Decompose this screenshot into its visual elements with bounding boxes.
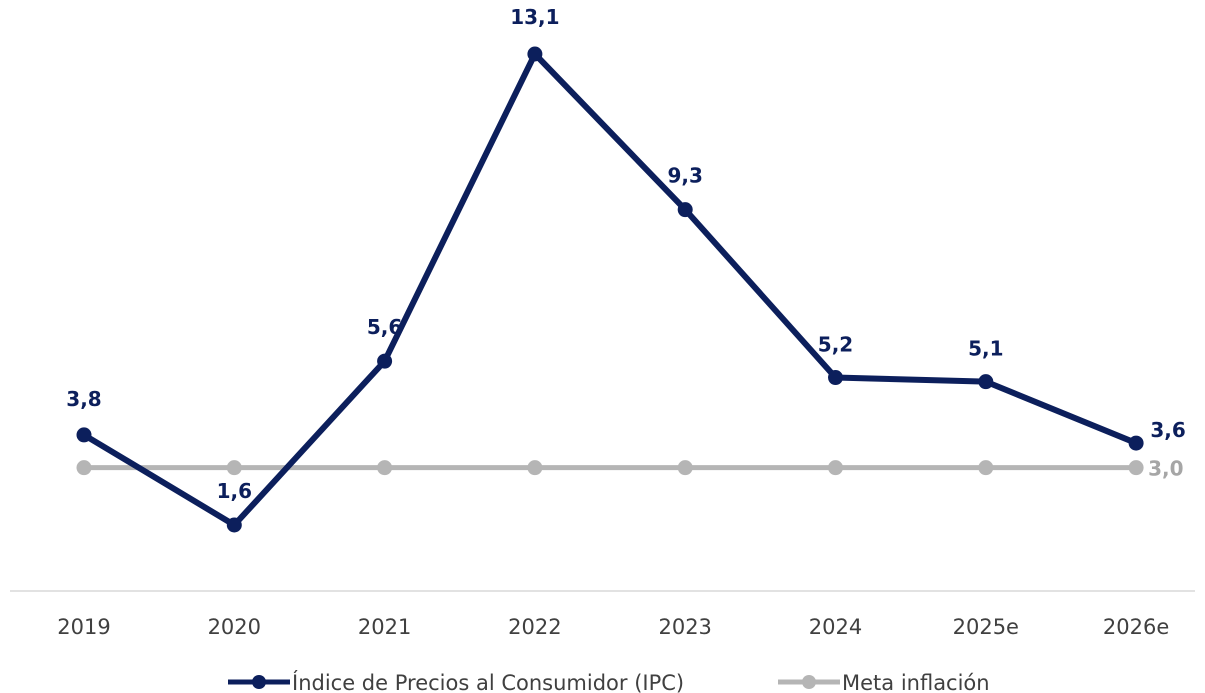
x-tick-label: 2024 <box>809 615 862 639</box>
ipc-data-label: 5,2 <box>818 333 853 357</box>
meta-point <box>226 460 242 476</box>
x-tick-label: 2025e <box>953 615 1019 639</box>
ipc-point <box>76 427 92 443</box>
series-layer <box>76 46 1144 533</box>
meta-point <box>978 460 994 476</box>
ipc-point <box>1128 435 1144 451</box>
ipc-data-label: 3,8 <box>66 387 101 411</box>
ipc-series-line <box>81 51 1140 528</box>
ipc-point <box>978 374 994 390</box>
ipc-data-label: 13,1 <box>510 5 559 29</box>
ipc-point <box>527 46 543 62</box>
legend-item-meta: Meta inflación <box>778 671 990 693</box>
legend-label-ipc: Índice de Precios al Consumidor (IPC) <box>292 670 684 693</box>
ipc-point <box>828 370 843 386</box>
meta-point <box>1128 460 1144 476</box>
legend: Índice de Precios al Consumidor (IPC) Me… <box>228 670 990 693</box>
ipc-data-label: 9,3 <box>667 164 702 188</box>
ipc-point <box>377 353 393 369</box>
meta-point <box>828 460 843 476</box>
ipc-data-label: 5,1 <box>968 337 1003 361</box>
legend-item-ipc: Índice de Precios al Consumidor (IPC) <box>228 670 684 693</box>
legend-label-meta: Meta inflación <box>842 671 990 693</box>
ipc-data-label: 1,6 <box>217 479 252 503</box>
legend-swatch-meta-marker <box>802 675 816 689</box>
data-label-layer: 3,8 1,6 5,6 13,1 9,3 5,2 5,1 3,6 3,0 <box>66 5 1186 503</box>
x-tick-label: 2023 <box>658 615 711 639</box>
x-tick-label: 2022 <box>508 615 561 639</box>
meta-point <box>76 460 92 476</box>
x-tick-label: 2019 <box>57 615 110 639</box>
meta-point <box>527 460 543 476</box>
legend-swatch-ipc-marker <box>252 675 266 689</box>
x-tick-label: 2026e <box>1103 615 1169 639</box>
meta-end-label: 3,0 <box>1148 457 1183 481</box>
x-tick-label: 2020 <box>208 615 261 639</box>
ipc-point <box>677 202 693 218</box>
meta-point <box>377 460 393 476</box>
x-tick-labels: 2019 2020 2021 2022 2023 2024 2025e 2026e <box>57 615 1169 639</box>
ipc-point <box>226 517 242 533</box>
meta-point <box>677 460 693 476</box>
ipc-data-label: 5,6 <box>367 315 402 339</box>
x-tick-label: 2021 <box>358 615 411 639</box>
ipc-data-label: 3,6 <box>1150 418 1185 442</box>
